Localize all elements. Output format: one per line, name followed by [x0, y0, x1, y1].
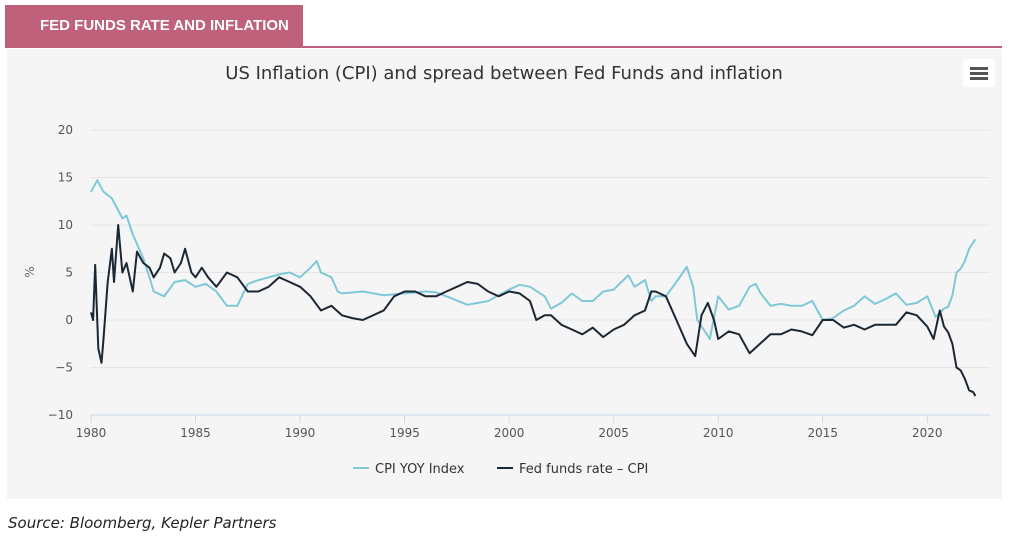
y-tick-label: 5 [65, 266, 73, 280]
x-tick-label: 2010 [703, 426, 734, 440]
y-tick-label: 10 [58, 218, 73, 232]
legend-label: CPI YOY Index [375, 462, 465, 477]
grid-lines [91, 129, 990, 368]
legend-item[interactable]: CPI YOY Index [353, 462, 465, 477]
series-lines [90, 179, 977, 397]
x-tick-label: 2005 [598, 426, 629, 440]
cpi-series-line [90, 179, 977, 340]
x-axis-ticks: 1980 1985 1990 1995 2000 2005 2010 2015 2020 [76, 415, 943, 440]
chart-panel [7, 49, 1002, 499]
y-axis-ticks: 20 15 10 5 0 −5 −10 [48, 123, 73, 422]
source-note: Source: Bloomberg, Kepler Partners [8, 514, 277, 532]
y-tick-label: 15 [58, 171, 73, 185]
y-tick-label: −10 [48, 408, 73, 422]
chart-title: US Inflation (CPI) and spread between Fe… [225, 63, 782, 84]
x-tick-label: 2000 [494, 426, 525, 440]
x-tick-label: 1990 [285, 426, 316, 440]
legend: CPI YOY Index Fed funds rate – CPI [353, 462, 648, 477]
x-tick-label: 1980 [76, 426, 107, 440]
banner-rule [5, 46, 1002, 48]
x-tick-label: 1995 [389, 426, 420, 440]
spread-series-line [90, 224, 977, 397]
y-tick-label: 0 [65, 313, 73, 327]
x-tick-label: 1985 [180, 426, 211, 440]
y-tick-label: −5 [55, 361, 73, 375]
hamburger-menu-icon[interactable] [963, 59, 995, 87]
chart: US Inflation (CPI) and spread between Fe… [23, 59, 995, 477]
section-banner: FED FUNDS RATE AND INFLATION [5, 5, 303, 47]
x-tick-label: 2015 [807, 426, 838, 440]
legend-label: Fed funds rate – CPI [519, 462, 648, 477]
legend-item[interactable]: Fed funds rate – CPI [497, 462, 648, 477]
x-tick-label: 2020 [912, 426, 943, 440]
y-tick-label: 20 [58, 123, 73, 137]
y-axis-label: % [23, 266, 37, 277]
